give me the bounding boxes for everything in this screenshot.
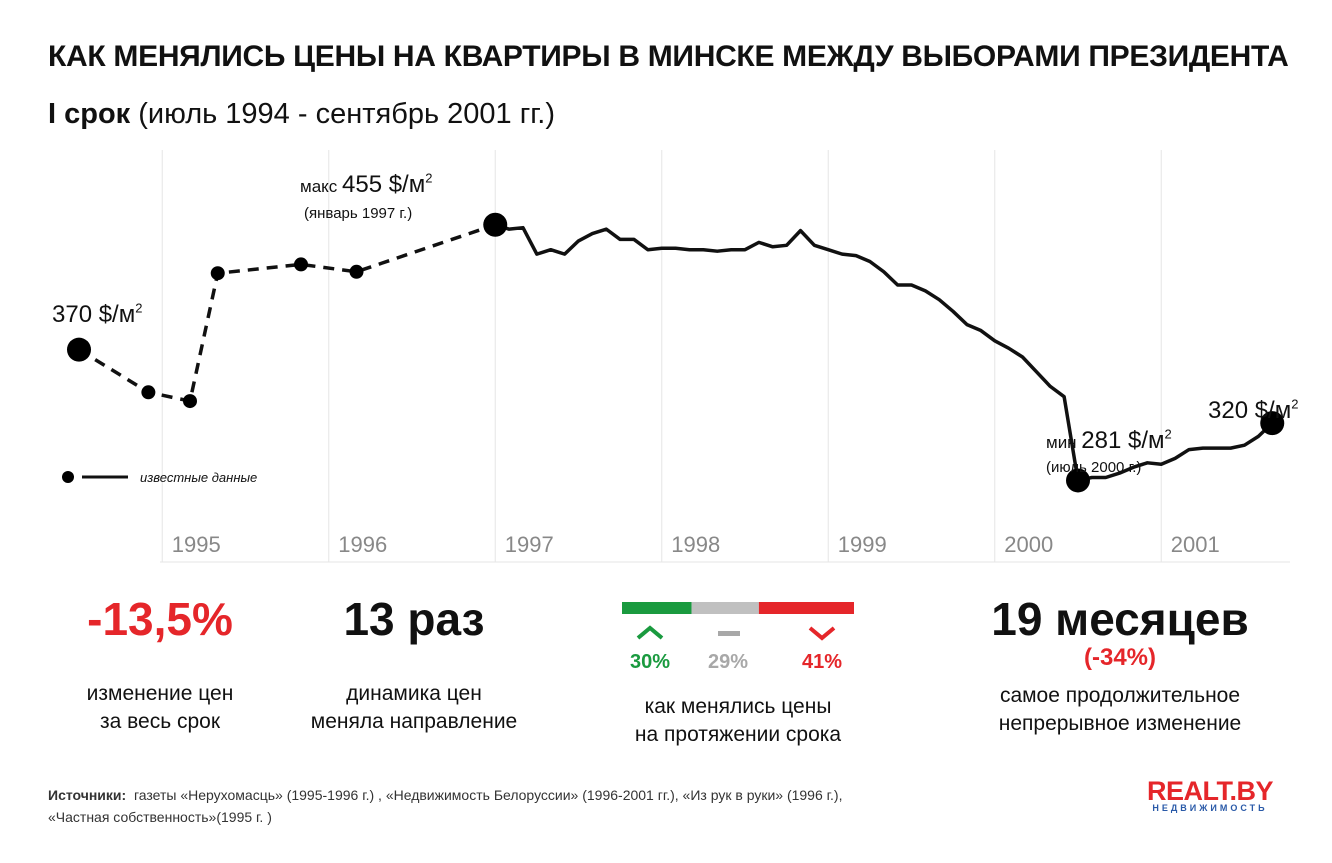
stat-total-change: -13,5% изменение цен за весь срок	[40, 592, 280, 736]
sources-line1: газеты «Нерухомасць» (1995-1996 г.) , «Н…	[133, 787, 843, 803]
stat-longest-change-value: 19 месяцев	[991, 593, 1249, 645]
sources-line2: «Частная собственность»(1995 г. )	[48, 809, 272, 825]
dash-flat-icon	[718, 631, 740, 636]
x-tick-label: 1997	[505, 532, 554, 557]
sources-label: Источники:	[48, 787, 127, 803]
stat-distribution-desc1: как менялись цены	[644, 695, 832, 718]
end-point	[1260, 411, 1285, 436]
stat-distribution: 30% 29% 41% как менялись цены на протяже…	[600, 600, 876, 749]
max-date-label: (январь 1997 г.)	[304, 205, 412, 222]
known-data-point	[141, 385, 156, 400]
subtitle-term: I срок	[48, 98, 131, 130]
known-data-point	[483, 212, 508, 237]
price-line-chart: 1995 1996 1997 1998 1999 2000 2001 370 $/м2 мак…	[52, 150, 1298, 563]
stat-longest-change-desc1: самое продолжительное	[999, 684, 1241, 707]
known-data-point	[210, 266, 225, 281]
x-tick-label: 1999	[838, 532, 887, 557]
stat-direction-changes-desc2: меняла направление	[310, 710, 518, 733]
x-tick-label: 2001	[1171, 532, 1220, 557]
distribution-flat-value: 29%	[708, 651, 748, 673]
stat-longest-change-percent: (-34%)	[1083, 644, 1156, 671]
distribution-down-value: 41%	[802, 651, 842, 673]
known-data-point	[183, 394, 197, 409]
stat-total-change-value: -13,5%	[87, 593, 233, 645]
x-tick-label: 1996	[338, 532, 387, 557]
stat-longest-change-desc2: непрерывное изменение	[998, 712, 1242, 735]
legend-marker	[62, 471, 74, 483]
stat-longest-change: 19 месяцев (-34%) самое продолжительное …	[960, 592, 1280, 738]
start-value-label: 370 $/м2	[52, 300, 142, 328]
distribution-bar: 30% 29% 41%	[622, 602, 854, 673]
min-point	[1066, 468, 1090, 493]
chart-title: КАК МЕНЯЛИСЬ ЦЕНЫ НА КВАРТИРЫ В МИНСКЕ М…	[48, 40, 1289, 73]
distribution-bar-flat	[691, 602, 759, 614]
min-date-label: (июль 2000 г.)	[1046, 459, 1141, 476]
distribution-bar-up	[622, 602, 692, 614]
legend-label: известные данные	[140, 470, 257, 485]
arrow-down-icon	[808, 626, 836, 641]
sources: Источники: газеты «Нерухомасць» (1995-19…	[48, 784, 842, 828]
min-value-label: мин 281 $/м2	[1046, 426, 1172, 454]
x-tick-label: 1998	[671, 532, 720, 557]
max-value-label: макс 455 $/м2	[300, 170, 432, 198]
series-monthly-line	[494, 223, 1274, 483]
stat-total-change-desc2: за весь срок	[99, 710, 221, 733]
stat-total-change-desc1: изменение цен	[86, 682, 234, 705]
x-tick-label: 1995	[172, 532, 221, 557]
realt-logo[interactable]: REALT.BY НЕДВИЖИМОСТЬ	[1146, 776, 1274, 813]
subtitle-period: (июль 1994 - сентябрь 2001 гг.)	[130, 98, 556, 130]
logo-subtext: НЕДВИЖИМОСТЬ	[1152, 803, 1268, 813]
logo-text: REALT.BY	[1146, 776, 1274, 806]
known-data-point	[349, 264, 364, 279]
end-value-label: 320 $/м2	[1208, 396, 1298, 424]
arrow-up-icon	[636, 625, 664, 640]
stat-direction-changes-value: 13 раз	[343, 593, 485, 645]
distribution-up-value: 30%	[630, 651, 670, 673]
stat-distribution-desc2: на протяжении срока	[634, 723, 842, 746]
x-tick-label: 2000	[1004, 532, 1053, 557]
chart-subtitle: I срок (июль 1994 - сентябрь 2001 гг.)	[48, 98, 555, 131]
stat-direction-changes: 13 раз динамика цен меняла направление	[284, 592, 544, 736]
known-data-point	[67, 337, 91, 362]
known-data-point	[294, 257, 308, 272]
stat-direction-changes-desc1: динамика цен	[346, 682, 482, 705]
distribution-bar-down	[758, 602, 854, 614]
